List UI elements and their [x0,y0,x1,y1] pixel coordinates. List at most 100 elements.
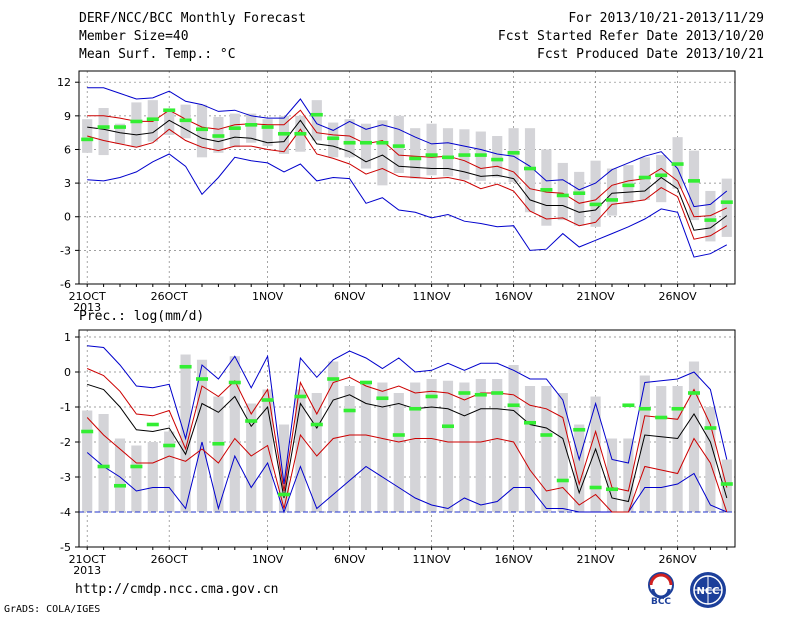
y-tick-label: -3 [60,471,71,484]
forecast-marker [130,464,143,469]
y-tick-label: -4 [60,506,71,519]
forecast-marker [409,406,422,411]
spread-box [721,178,732,237]
forecast-marker [179,118,192,123]
source-url: http://cmdp.ncc.cma.gov.cn [75,582,279,597]
x-tick-label: 21OCT [69,290,106,303]
forecast-marker [310,422,323,427]
spread-box [410,382,421,512]
spread-box [656,155,667,203]
spread-box [114,438,126,512]
forecast-marker [261,398,274,402]
series-line-p75 [87,368,728,492]
forecast-marker [491,391,504,395]
forecast-marker [228,380,241,385]
forecast-period: For 2013/10/21-2013/11/29 [568,11,764,26]
spread-box [82,410,93,512]
spread-box [262,119,273,147]
spread-box [639,375,650,512]
forecast-marker [261,125,274,129]
spread-box [360,123,372,169]
y-tick-label: 0 [64,211,71,224]
forecast-marker [163,443,176,448]
y-tick-label: 9 [64,110,71,123]
spread-box [246,113,257,143]
forecast-marker [409,156,422,161]
forecast-marker [507,151,520,155]
forecast-marker [704,426,717,430]
spread-box [557,393,568,512]
forecast-marker [622,183,635,188]
forecast-marker [146,117,159,122]
spread-box [688,150,700,221]
spread-box [574,171,585,226]
spread-box [377,382,388,512]
forecast-marker [442,424,454,429]
spread-box [492,379,503,512]
spread-box [344,386,355,512]
y-tick-label: 1 [64,331,71,344]
spread-box [492,136,503,178]
spread-box [377,120,388,186]
spread-box [705,190,716,242]
forecast-marker [97,125,110,129]
forecast-marker [81,137,94,142]
spread-box [426,123,437,176]
forecast-marker [146,422,159,427]
forecast-marker [245,123,258,127]
spread-box [278,424,290,512]
forecast-marker [606,487,618,492]
forecast-marker [524,166,536,171]
forecast-marker [474,153,487,157]
forecast-marker [245,419,258,423]
forecast-marker [376,396,389,401]
spread-box [229,113,240,148]
y-tick-label: -2 [60,436,71,449]
spread-box [246,403,257,512]
forecast-marker [573,191,586,195]
spread-box [360,380,372,512]
spread-box [180,354,191,512]
forecast-marker [376,140,389,145]
forecast-marker [294,131,307,136]
forecast-marker [425,153,438,157]
spread-box [606,168,618,216]
variable-label: Mean Surf. Temp.: °C [79,47,236,62]
x-tick-label: 6NOV [334,553,366,566]
x-tick-label: 21OCT [69,553,106,566]
spread-box [574,424,585,512]
plot-frame [78,70,736,285]
forecast-marker [392,144,405,148]
spread-box [262,389,273,512]
spread-box [426,379,437,512]
forecast-marker [212,441,225,446]
x-tick-label: 11NOV [412,553,451,566]
spread-box [164,111,175,135]
y-tick-label: -5 [60,541,71,554]
forecast-marker [671,406,684,411]
forecast-marker [458,391,471,395]
forecast-marker [556,193,569,198]
spread-box [557,162,568,221]
forecast-marker [130,119,143,124]
forecast-marker [310,112,323,117]
x-tick-label: 21NOV [576,290,615,303]
forecast-marker [688,391,700,395]
forecast-marker [720,482,733,486]
forecast-marker [81,429,94,434]
y-tick-label: -3 [60,244,71,257]
forecast-marker [688,179,700,183]
forecast-marker [163,108,176,113]
ncc-logo-text: NCC [696,586,719,597]
y-tick-label: -1 [60,401,71,414]
spread-box [442,128,454,177]
forecast-marker [114,125,126,129]
precip-title: Prec.: log(mm/d) [79,309,205,324]
forecast-marker [392,433,405,437]
forecast-marker [671,162,684,166]
forecast-marker [196,377,208,381]
plot-frame [78,329,736,548]
spread-box [590,160,601,227]
